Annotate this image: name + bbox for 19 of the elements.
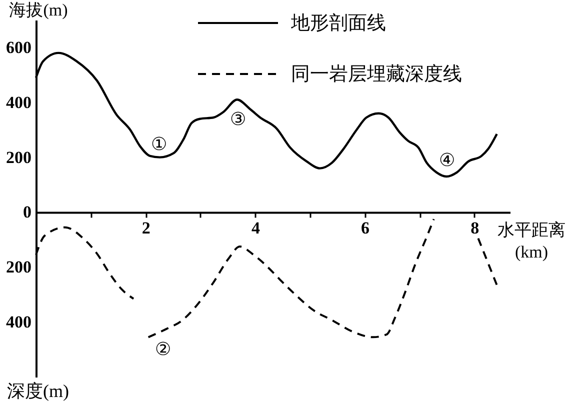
annotation: ④ [438,150,456,170]
legend-label: 同一岩层埋藏深度线 [291,63,462,85]
x-axis-title: 水平距离(km) [498,220,566,262]
y-tick-label: 600 [6,38,32,57]
x-tick-label: 2 [142,218,150,238]
y-tick-label: 400 [6,92,32,112]
annotation: ③ [230,109,246,129]
y-tick-label: 0 [23,202,32,222]
y-tick-label: 200 [6,258,32,277]
legend-label: 地形剖面线 [290,12,386,34]
y-tick-label: 200 [6,148,32,167]
annotation: ② [154,339,172,359]
y-tick-label: 400 [6,312,32,332]
x-tick-label: 6 [361,218,370,238]
text: 深度(m) [7,381,69,401]
y-axis-title: 海拔(m) [9,0,68,20]
annotation: ① [150,134,168,154]
x-tick-label: 8 [470,218,480,238]
x-tick-label: 4 [251,218,260,238]
